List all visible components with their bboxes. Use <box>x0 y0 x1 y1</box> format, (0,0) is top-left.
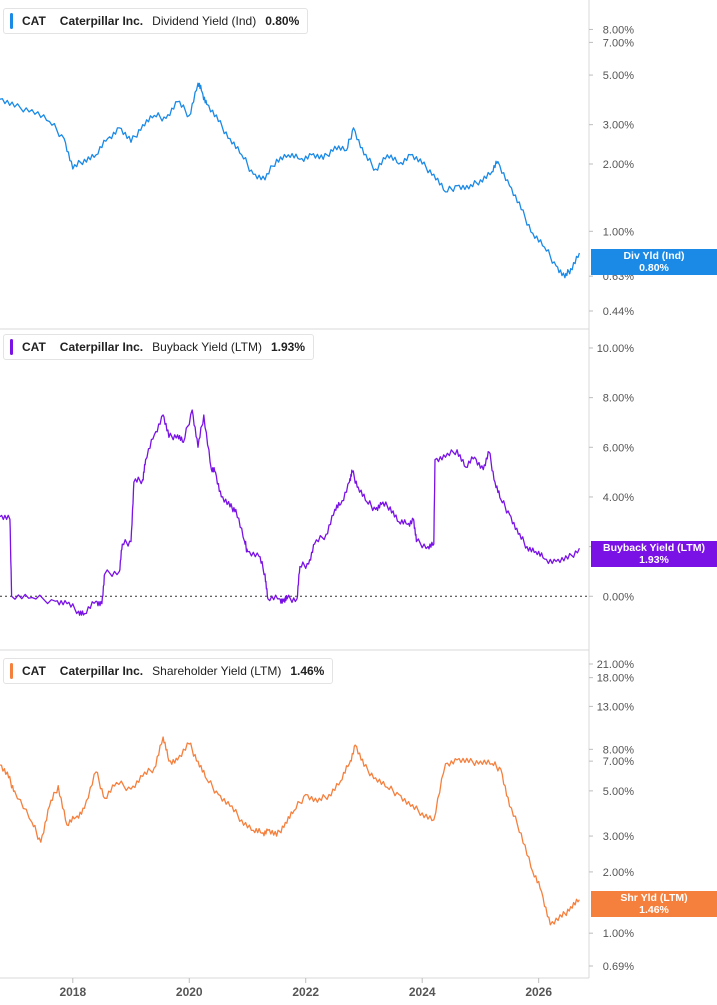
tag-label: Shr Yld (LTM) <box>620 892 688 904</box>
legend-value: 1.46% <box>290 664 325 678</box>
tag-value: 1.93% <box>639 554 669 566</box>
x-tick-label: 2024 <box>409 985 436 999</box>
y-tick-label: 4.00% <box>603 492 634 504</box>
y-tick-label: 21.00% <box>597 659 635 671</box>
y-tick-label: 3.00% <box>603 120 634 132</box>
y-tick-label: 5.00% <box>603 70 634 82</box>
y-tick-label: 8.00% <box>603 24 634 36</box>
y-tick-label: 10.00% <box>597 343 635 355</box>
y-tick-label: 0.44% <box>603 306 634 318</box>
x-tick-label: 2018 <box>59 985 86 999</box>
y-tick-label: 13.00% <box>597 701 635 713</box>
y-tick-label: 2.00% <box>603 159 634 171</box>
legend-shareholder-yield[interactable]: CAT Caterpillar Inc. Shareholder Yield (… <box>3 658 334 684</box>
y-tick-label: 8.00% <box>603 744 634 756</box>
series-line <box>0 409 580 616</box>
x-tick-label: 2020 <box>176 985 203 999</box>
series-line <box>0 736 580 926</box>
current-value-tag-dividend: Div Yld (Ind) 0.80% <box>591 249 717 275</box>
legend-value: 1.93% <box>270 340 306 354</box>
legend-ticker: CAT <box>22 664 46 678</box>
y-tick-label: 1.00% <box>603 226 634 238</box>
legend-metric: Shareholder Yield (LTM) <box>152 664 282 678</box>
legend-ticker: CAT <box>22 14 46 28</box>
legend-metric: Dividend Yield (Ind) <box>152 14 257 28</box>
legend-value: 0.80% <box>265 14 300 28</box>
series-swatch <box>10 13 13 29</box>
x-tick-label: 2026 <box>525 985 552 999</box>
y-tick-label: 18.00% <box>597 673 635 685</box>
legend-company: Caterpillar Inc. <box>59 664 144 678</box>
y-tick-label: 8.00% <box>603 393 634 405</box>
current-value-tag-buyback: Buyback Yield (LTM) 1.93% <box>591 541 717 567</box>
current-value-tag-shareholder: Shr Yld (LTM) 1.46% <box>591 891 717 917</box>
series-swatch <box>10 663 13 679</box>
tag-label: Div Yld (Ind) <box>623 250 685 262</box>
tag-value: 0.80% <box>639 262 669 274</box>
series-line <box>0 82 581 279</box>
series-swatch <box>10 339 13 355</box>
y-tick-label: 1.00% <box>603 928 634 940</box>
y-tick-label: 0.69% <box>603 961 634 973</box>
y-tick-label: 5.00% <box>603 786 634 798</box>
tag-label: Buyback Yield (LTM) <box>603 542 705 554</box>
y-tick-label: 3.00% <box>603 831 634 843</box>
legend-ticker: CAT <box>22 340 46 354</box>
legend-buyback-yield[interactable]: CAT Caterpillar Inc. Buyback Yield (LTM)… <box>3 334 315 360</box>
x-tick-label: 2022 <box>292 985 319 999</box>
y-tick-label: 6.00% <box>603 442 634 454</box>
legend-dividend-yield[interactable]: CAT Caterpillar Inc. Dividend Yield (Ind… <box>3 8 309 34</box>
legend-company: Caterpillar Inc. <box>59 14 144 28</box>
y-tick-label: 7.00% <box>603 37 634 49</box>
legend-metric: Buyback Yield (LTM) <box>152 340 262 354</box>
tag-value: 1.46% <box>639 904 669 916</box>
y-tick-label: 2.00% <box>603 867 634 879</box>
y-tick-label: 7.00% <box>603 756 634 768</box>
y-tick-label: 0.00% <box>603 591 634 603</box>
legend-company: Caterpillar Inc. <box>59 340 144 354</box>
